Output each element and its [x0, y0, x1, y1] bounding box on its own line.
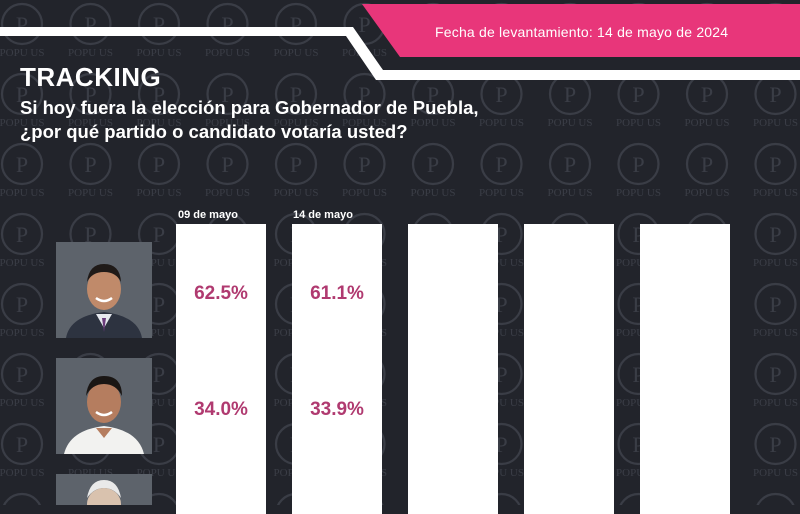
data-column-5 — [640, 224, 730, 514]
column-header-2: 14 de mayo — [293, 209, 353, 221]
candidate-1-photo — [56, 242, 152, 338]
question-line-2: ¿por qué partido o candidato votaría ust… — [20, 121, 408, 142]
data-column-4 — [524, 224, 614, 514]
survey-question: Si hoy fuera la elección para Gobernador… — [20, 96, 620, 144]
candidate-1-value-col-1: 62.5% — [194, 283, 248, 304]
column-header-1: 09 de mayo — [178, 209, 238, 221]
candidate-3-photo — [56, 474, 152, 505]
candidate-2-value-col-2: 33.9% — [310, 399, 364, 420]
data-column-2 — [292, 224, 382, 514]
candidate-2-value-col-1: 34.0% — [194, 399, 248, 420]
data-column-1 — [176, 224, 266, 514]
question-line-1: Si hoy fuera la elección para Gobernador… — [20, 97, 479, 118]
candidate-1-value-col-2: 61.1% — [310, 283, 364, 304]
survey-date: Fecha de levantamiento: 14 de mayo de 20… — [435, 24, 729, 40]
candidate-2-photo — [56, 358, 152, 454]
data-column-3 — [408, 224, 498, 514]
page-title: TRACKING — [20, 62, 162, 92]
header-bar — [0, 4, 800, 80]
